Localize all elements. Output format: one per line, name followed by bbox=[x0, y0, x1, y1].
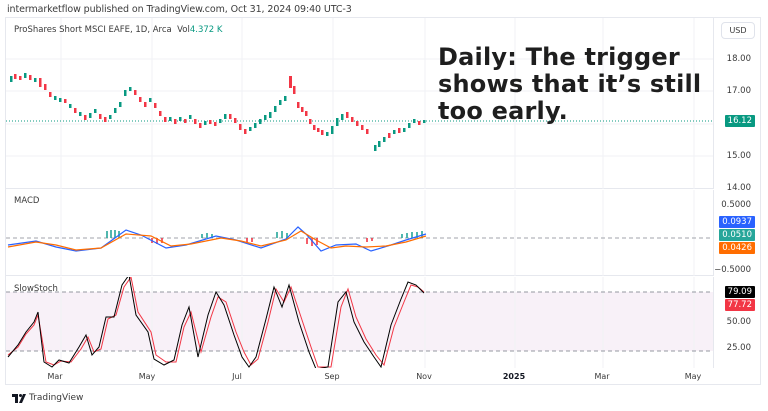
price-pane[interactable]: ProShares Short MSCI EAFE, 1D, Arca Vol4… bbox=[6, 18, 713, 189]
currency-button[interactable]: USD bbox=[721, 22, 755, 39]
last-price-badge: 16.12 bbox=[724, 115, 755, 127]
stoch-tick: 25.00 bbox=[726, 343, 751, 353]
macd-axis[interactable]: 0.5000 0.0937 0.0510 0.0426 −0.5000 bbox=[713, 190, 761, 276]
volume-label: Vol bbox=[177, 25, 190, 35]
stoch-k-badge: 79.09 bbox=[724, 286, 755, 298]
symbol-name: ProShares Short MSCI EAFE, 1D, Arca bbox=[14, 25, 172, 35]
time-tick-year: 2025 bbox=[502, 372, 526, 381]
annotation-line-2: shows that it’s still bbox=[438, 70, 702, 98]
publisher-line: intermarketflow published on TradingView… bbox=[7, 4, 352, 15]
time-tick: Sep bbox=[324, 372, 340, 381]
price-axis[interactable]: USD 18.00 17.00 16.12 15.00 14.00 bbox=[713, 18, 761, 193]
time-tick: Mar bbox=[47, 372, 63, 381]
symbol-legend[interactable]: ProShares Short MSCI EAFE, 1D, Arca Vol4… bbox=[14, 25, 223, 35]
stoch-chart bbox=[6, 277, 713, 368]
tradingview-brand[interactable]: TradingView bbox=[12, 393, 83, 403]
price-tick: 14.00 bbox=[726, 183, 751, 193]
price-tick: 17.00 bbox=[726, 86, 751, 96]
signal-value-badge: 0.0426 bbox=[719, 242, 755, 254]
time-tick: Jul bbox=[232, 372, 242, 381]
chart-annotation: Daily: The trigger shows that it’s still… bbox=[438, 44, 701, 125]
macd-title: MACD bbox=[14, 196, 40, 206]
time-tick: Mar bbox=[594, 372, 610, 381]
price-tick: 15.00 bbox=[726, 151, 751, 161]
macd-chart bbox=[6, 190, 713, 276]
stoch-axis[interactable]: 79.09 77.72 50.00 25.00 bbox=[713, 277, 761, 368]
stoch-pane[interactable]: SlowStoch bbox=[6, 277, 713, 368]
histogram-value-badge: 0.0510 bbox=[719, 229, 755, 241]
macd-pane[interactable]: MACD bbox=[6, 190, 713, 276]
candles bbox=[10, 73, 426, 151]
price-chart bbox=[6, 18, 713, 189]
macd-value-badge: 0.0937 bbox=[719, 216, 755, 228]
time-tick: Nov bbox=[416, 372, 432, 381]
volume-value: 4.372 K bbox=[189, 25, 223, 35]
tradingview-logo-icon bbox=[12, 393, 26, 403]
annotation-line-3: too early. bbox=[438, 97, 568, 125]
macd-tick: −0.5000 bbox=[714, 265, 751, 275]
brand-label: TradingView bbox=[29, 393, 84, 403]
time-tick: May bbox=[684, 372, 702, 381]
price-tick: 18.00 bbox=[726, 54, 751, 64]
stoch-d-badge: 77.72 bbox=[724, 299, 755, 311]
time-tick: May bbox=[138, 372, 156, 381]
stoch-tick: 50.00 bbox=[726, 317, 751, 327]
macd-tick: 0.5000 bbox=[721, 200, 751, 210]
annotation-line-1: Daily: The trigger bbox=[438, 43, 680, 71]
stoch-title: SlowStoch bbox=[14, 284, 58, 294]
chart-frame: ProShares Short MSCI EAFE, 1D, Arca Vol4… bbox=[5, 17, 761, 385]
